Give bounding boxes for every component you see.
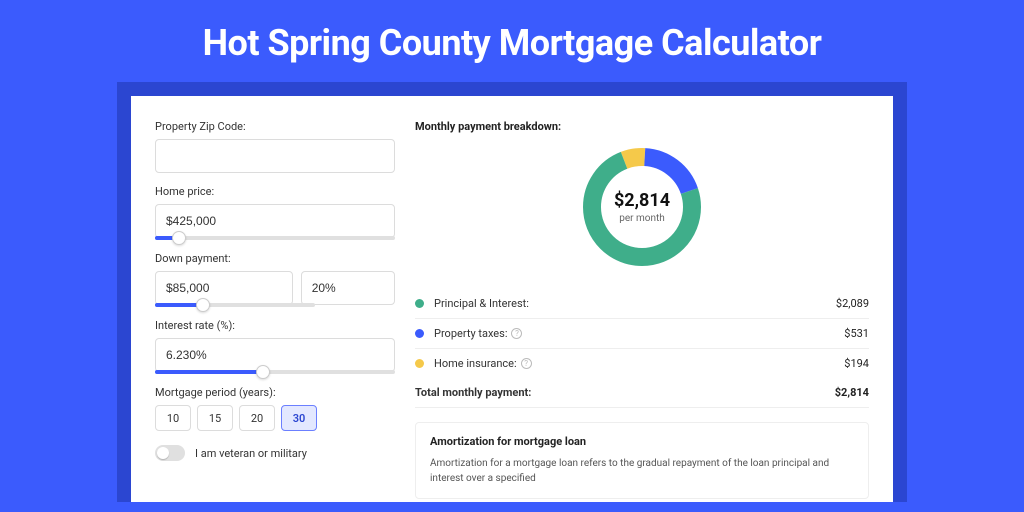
calculator-panel: Property Zip Code: Home price: Down paym… xyxy=(131,96,893,502)
down-payment-field-group: Down payment: xyxy=(155,252,395,307)
period-button-20[interactable]: 20 xyxy=(239,405,275,431)
home-price-slider[interactable] xyxy=(155,236,395,240)
interest-rate-label: Interest rate (%): xyxy=(155,319,395,332)
slider-thumb-icon[interactable] xyxy=(196,298,210,312)
interest-rate-slider[interactable] xyxy=(155,370,395,374)
panel-outer: Property Zip Code: Home price: Down paym… xyxy=(117,82,907,502)
info-icon[interactable]: ? xyxy=(521,358,532,369)
legend-label: Principal & Interest: xyxy=(434,297,529,310)
form-column: Property Zip Code: Home price: Down paym… xyxy=(155,120,395,502)
period-button-10[interactable]: 10 xyxy=(155,405,191,431)
legend-row-property_taxes: Property taxes:? $531 xyxy=(415,319,869,349)
veteran-toggle[interactable] xyxy=(155,445,185,461)
period-field-group: Mortgage period (years): 10152030 xyxy=(155,386,395,431)
home-price-label: Home price: xyxy=(155,185,395,198)
legend-list: Principal & Interest: $2,089 Property taxe… xyxy=(415,289,869,378)
breakdown-title: Monthly payment breakdown: xyxy=(415,120,869,133)
amortization-card: Amortization for mortgage loan Amortizat… xyxy=(415,422,869,499)
home-price-field-group: Home price: xyxy=(155,185,395,240)
donut-chart-wrap: $2,814 per month xyxy=(415,143,869,271)
interest-rate-input[interactable] xyxy=(155,338,395,372)
legend-total-row: Total monthly payment: $2,814 xyxy=(415,378,869,408)
interest-rate-field-group: Interest rate (%): xyxy=(155,319,395,374)
down-payment-percent-input[interactable] xyxy=(301,271,395,305)
legend-dot-icon xyxy=(415,359,424,368)
amortization-title: Amortization for mortgage loan xyxy=(430,435,854,448)
page-title: Hot Spring County Mortgage Calculator xyxy=(0,0,1024,82)
home-price-input[interactable] xyxy=(155,204,395,238)
toggle-knob-icon xyxy=(157,447,169,459)
zip-field-group: Property Zip Code: xyxy=(155,120,395,173)
legend-row-home_insurance: Home insurance:? $194 xyxy=(415,349,869,378)
zip-label: Property Zip Code: xyxy=(155,120,395,133)
donut-chart: $2,814 per month xyxy=(578,143,706,271)
info-icon[interactable]: ? xyxy=(511,328,522,339)
donut-center-sub: per month xyxy=(619,213,665,224)
veteran-toggle-row: I am veteran or military xyxy=(155,445,395,461)
donut-center: $2,814 per month xyxy=(578,143,706,271)
period-button-30[interactable]: 30 xyxy=(281,405,317,431)
slider-thumb-icon[interactable] xyxy=(256,365,270,379)
zip-input[interactable] xyxy=(155,139,395,173)
legend-total-value: $2,814 xyxy=(835,386,869,399)
period-button-15[interactable]: 15 xyxy=(197,405,233,431)
legend-label: Home insurance:? xyxy=(434,357,532,370)
down-payment-label: Down payment: xyxy=(155,252,395,265)
breakdown-column: Monthly payment breakdown: $2,814 per mo… xyxy=(415,120,869,502)
legend-value: $194 xyxy=(844,357,869,370)
down-payment-slider[interactable] xyxy=(155,303,315,307)
legend-value: $2,089 xyxy=(836,297,869,310)
legend-label: Property taxes:? xyxy=(434,327,522,340)
period-label: Mortgage period (years): xyxy=(155,386,395,399)
slider-thumb-icon[interactable] xyxy=(172,231,186,245)
legend-value: $531 xyxy=(844,327,869,340)
amortization-body: Amortization for a mortgage loan refers … xyxy=(430,456,854,486)
veteran-toggle-label: I am veteran or military xyxy=(195,447,307,460)
legend-row-principal_interest: Principal & Interest: $2,089 xyxy=(415,289,869,319)
legend-dot-icon xyxy=(415,329,424,338)
down-payment-amount-input[interactable] xyxy=(155,271,293,305)
donut-center-value: $2,814 xyxy=(614,190,670,211)
legend-dot-icon xyxy=(415,299,424,308)
legend-total-label: Total monthly payment: xyxy=(415,386,531,399)
